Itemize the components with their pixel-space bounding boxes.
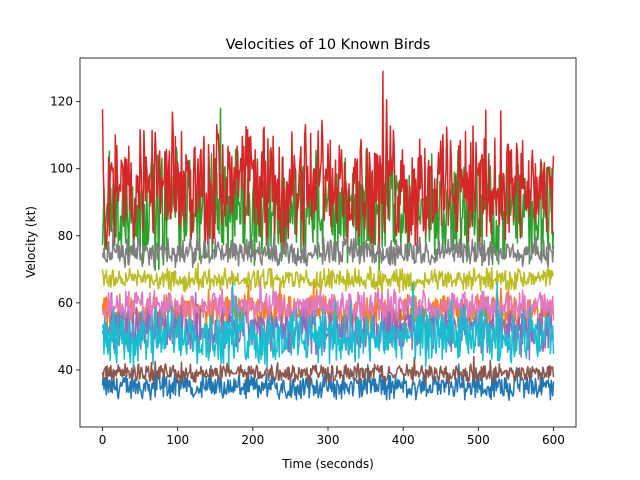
x-tick-label: 0 — [99, 433, 107, 447]
y-axis: 40 60 80 100 120 — [50, 95, 80, 377]
chart-title: Velocities of 10 Known Birds — [226, 37, 431, 53]
x-axis-label: Time (seconds) — [281, 457, 374, 471]
series-layer — [101, 70, 555, 402]
series-line-10 — [101, 282, 555, 370]
x-tick-label: 300 — [317, 433, 340, 447]
series-line-4 — [101, 70, 555, 254]
y-tick-label: 60 — [58, 296, 73, 310]
x-tick-label: 100 — [166, 433, 189, 447]
y-tick-label: 40 — [58, 363, 73, 377]
series-line-9 — [101, 262, 555, 294]
y-tick-label: 120 — [50, 95, 73, 109]
y-tick-label: 100 — [50, 162, 73, 176]
x-tick-label: 400 — [392, 433, 415, 447]
y-axis-label: Velocity (kt) — [24, 206, 38, 278]
series-line-1 — [101, 363, 555, 402]
x-tick-label: 600 — [542, 433, 565, 447]
x-tick-label: 500 — [467, 433, 490, 447]
x-tick-label: 200 — [241, 433, 264, 447]
x-axis: 0 100 200 300 400 500 600 — [99, 427, 565, 447]
series-line-6 — [101, 355, 555, 386]
series-line-8 — [101, 228, 555, 270]
y-tick-label: 80 — [58, 229, 73, 243]
series-line-7 — [101, 276, 555, 327]
